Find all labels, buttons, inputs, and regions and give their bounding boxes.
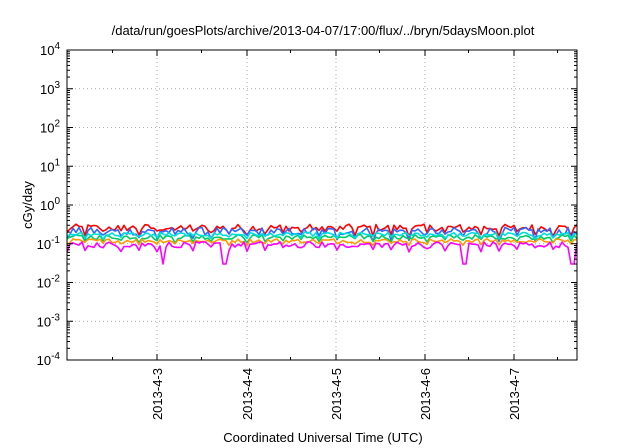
series-line: [66, 226, 578, 243]
y-tick-label: 101: [40, 157, 60, 174]
y-tick-label: 102: [40, 119, 60, 136]
y-tick-label: 10-4: [37, 351, 61, 368]
y-tick-label: 10-3: [37, 312, 61, 329]
x-tick-label: 2013-4-4: [240, 368, 255, 420]
x-tick-label: 2013-4-5: [329, 368, 344, 420]
y-tick-label: 10-1: [37, 235, 61, 252]
y-tick-label: 103: [40, 80, 60, 97]
y-axis-label: cGy/day: [20, 181, 35, 229]
series-line: [66, 238, 578, 247]
x-axis-label: Coordinated Universal Time (UTC): [223, 430, 422, 445]
x-tick-label: 2013-4-6: [418, 368, 433, 420]
y-tick-label: 104: [40, 41, 60, 58]
series-lines: [66, 223, 578, 265]
y-tick-label: 100: [40, 196, 60, 213]
series-line: [66, 223, 578, 238]
series-line: [66, 231, 578, 241]
x-tick-label: 2013-4-7: [507, 368, 522, 420]
x-tick-label: 2013-4-3: [150, 368, 165, 420]
series-line: [66, 233, 578, 244]
grid-lines: [67, 50, 577, 360]
series-line: [66, 240, 578, 265]
chart-title: /data/run/goesPlots/archive/2013-04-07/1…: [112, 23, 535, 38]
y-tick-label: 10-2: [37, 274, 61, 291]
x-axis-ticks: 2013-4-3 2013-4-4 2013-4-5 2013-4-6 2013-4-7: [112, 50, 558, 420]
y-axis-ticks: 10-4 10-3 10-2 10-1 100 101 102 103 104: [37, 41, 577, 368]
